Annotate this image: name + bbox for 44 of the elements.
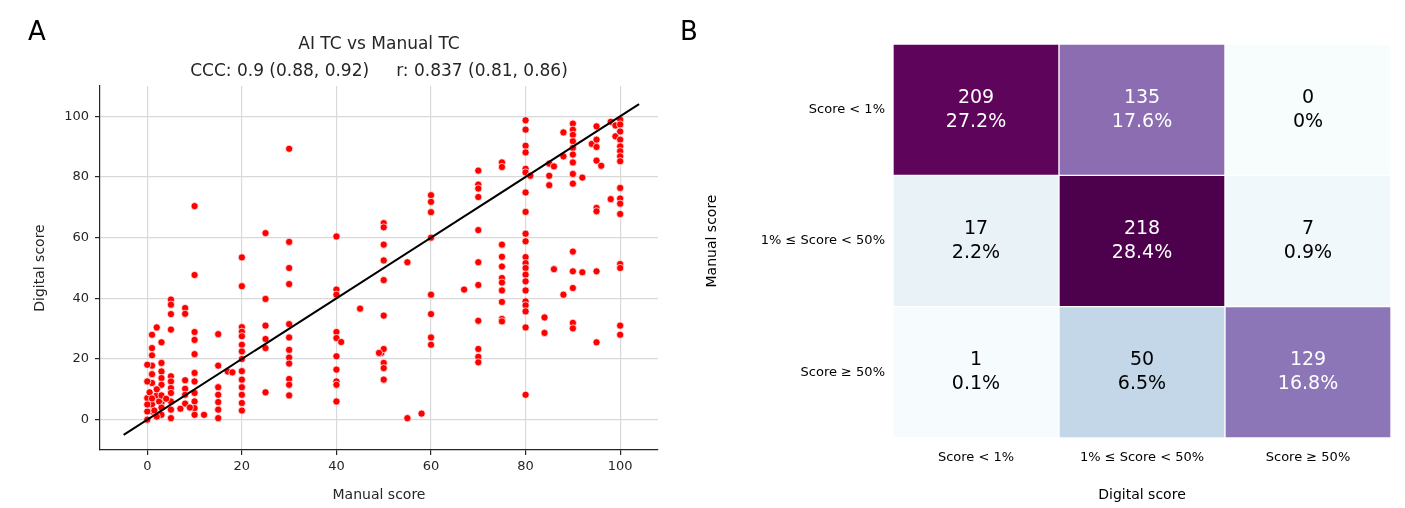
data-label: 129 [1289,347,1327,370]
x-tick-label: 20 [233,458,251,474]
x-tick-label: 1% ≤ Score < 50% [1079,449,1205,465]
data-label: 209 [957,84,995,107]
y-tick-label: Score ≥ 50% [800,363,885,379]
y-tick-label: Score < 1% [808,101,885,117]
x-tick-label: 80 [517,458,534,474]
x-tick-label: 60 [422,458,440,474]
y-axis-title: Manual score [703,194,720,288]
y-tick-label: 60 [72,229,89,245]
y-tick-label: 0 [80,411,89,427]
y-tick-label: 40 [72,289,89,305]
y-tick-label: 100 [64,107,89,123]
annotation: 28.4% [1111,239,1173,262]
annotation: 6.5% [1117,371,1167,394]
text: A [28,15,46,46]
data-label: 50 [1129,347,1155,370]
annotation: 0.9% [1283,239,1333,262]
data-label: 218 [1123,215,1161,238]
x-tick-label: 100 [607,458,633,474]
annotation: 0% [1292,108,1324,131]
x-axis-title: Digital score [1098,486,1186,503]
x-tick-label: 0 [143,458,152,474]
x-tick-label: Score < 1% [937,449,1015,465]
data-label: 135 [1123,84,1161,107]
chart-subtitle: CCC: 0.9 (0.88, 0.92) r: 0.837 (0.81, 0.86) [190,60,568,80]
y-axis-title: Digital score [31,224,48,312]
annotation: 16.8% [1277,371,1339,394]
text: B [680,15,698,46]
x-axis-title: Manual score [332,486,426,503]
annotation: 2.2% [951,239,1001,262]
y-tick-label: 1% ≤ Score < 50% [760,232,885,248]
x-tick-label: Score ≥ 50% [1265,449,1351,465]
annotation: 0.1% [951,371,1001,394]
annotation: 27.2% [945,108,1007,131]
data-label: 7 [1301,215,1315,238]
data-label: 17 [963,215,989,238]
y-tick-label: 80 [72,168,89,184]
x-tick-label: 40 [328,458,345,474]
data-label: 0 [1301,84,1315,107]
y-tick-label: 20 [72,350,89,366]
chart-title: AI TC vs Manual TC [298,33,460,53]
annotation: 17.6% [1111,108,1173,131]
data-label: 1 [969,347,983,370]
